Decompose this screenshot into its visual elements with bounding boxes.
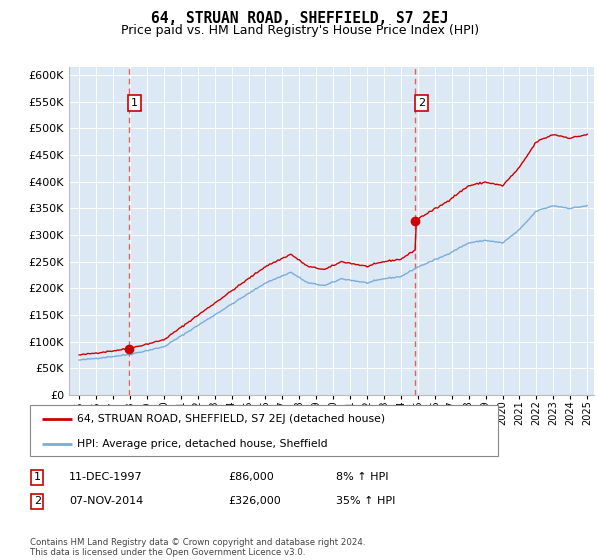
Text: Contains HM Land Registry data © Crown copyright and database right 2024.
This d: Contains HM Land Registry data © Crown c… — [30, 538, 365, 557]
Text: £86,000: £86,000 — [228, 472, 274, 482]
FancyBboxPatch shape — [30, 405, 498, 456]
Text: Price paid vs. HM Land Registry's House Price Index (HPI): Price paid vs. HM Land Registry's House … — [121, 24, 479, 36]
Text: 11-DEC-1997: 11-DEC-1997 — [69, 472, 143, 482]
Text: HPI: Average price, detached house, Sheffield: HPI: Average price, detached house, Shef… — [77, 438, 328, 449]
Text: 8% ↑ HPI: 8% ↑ HPI — [336, 472, 389, 482]
Text: 07-NOV-2014: 07-NOV-2014 — [69, 496, 143, 506]
Text: 64, STRUAN ROAD, SHEFFIELD, S7 2EJ (detached house): 64, STRUAN ROAD, SHEFFIELD, S7 2EJ (deta… — [77, 414, 385, 424]
Text: 35% ↑ HPI: 35% ↑ HPI — [336, 496, 395, 506]
Text: 64, STRUAN ROAD, SHEFFIELD, S7 2EJ: 64, STRUAN ROAD, SHEFFIELD, S7 2EJ — [151, 11, 449, 26]
Text: 2: 2 — [34, 496, 41, 506]
Text: £326,000: £326,000 — [228, 496, 281, 506]
Text: 2: 2 — [418, 98, 425, 108]
Text: 1: 1 — [131, 98, 138, 108]
Text: 1: 1 — [34, 472, 41, 482]
